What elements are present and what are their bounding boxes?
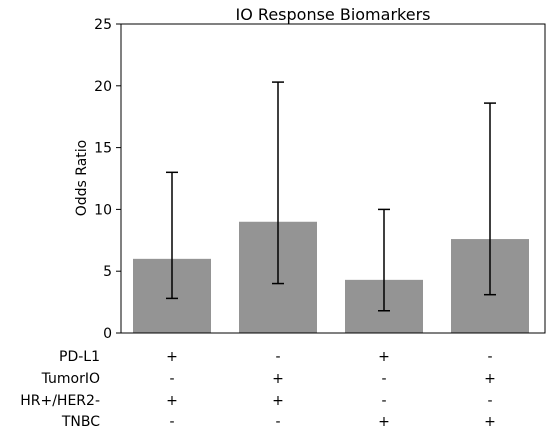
bars — [133, 221, 529, 333]
biomarker-mark: + — [378, 414, 390, 430]
y-tick-label: 10 — [94, 202, 112, 218]
error-bars — [166, 81, 496, 312]
plot-frame — [120, 23, 546, 334]
biomarker-mark: - — [381, 393, 387, 409]
y-axis-ticks: 0 5 10 15 20 25 — [94, 17, 121, 342]
biomarker-mark: + — [484, 371, 496, 387]
biomarker-mark: - — [275, 414, 281, 430]
biomarker-row-label: HR+/HER2- — [20, 393, 100, 409]
bar-chart: IO Response Biomarkers Odds Ratio 0 5 10 15… — [74, 5, 546, 342]
biomarker-row-label: TNBC — [61, 414, 100, 430]
biomarker-mark: - — [275, 349, 281, 365]
biomarker-mark: + — [378, 349, 390, 365]
y-axis-label: Odds Ratio — [74, 140, 90, 216]
y-tick-label: 25 — [94, 17, 112, 33]
biomarker-mark: - — [169, 371, 175, 387]
biomarker-mark: + — [484, 414, 496, 430]
y-tick-label: 0 — [103, 326, 112, 342]
biomarker-row-label: PD-L1 — [59, 349, 100, 365]
biomarker-row-label: TumorIO — [41, 371, 100, 387]
biomarker-mark: + — [272, 393, 284, 409]
biomarker-mark: - — [169, 414, 175, 430]
biomarker-mark: - — [487, 349, 493, 365]
biomarker-mark: + — [166, 393, 178, 409]
biomarker-mark: + — [166, 349, 178, 365]
y-tick-label: 20 — [94, 79, 112, 95]
y-tick-label: 15 — [94, 141, 112, 157]
y-tick-label: 5 — [103, 264, 112, 280]
biomarker-mark: - — [381, 371, 387, 387]
biomarker-mark: + — [272, 371, 284, 387]
chart-title: IO Response Biomarkers — [236, 5, 431, 24]
biomarker-mark: - — [487, 393, 493, 409]
